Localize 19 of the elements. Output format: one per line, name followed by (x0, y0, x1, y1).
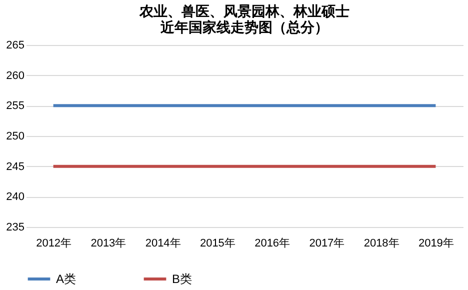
y-tick-label: 245 (6, 160, 24, 173)
y-tick-label: 250 (6, 130, 24, 142)
y-tick-label: 235 (6, 222, 24, 234)
legend-label: B类 (172, 272, 192, 286)
x-tick-label: 2012年 (36, 238, 72, 250)
y-tick-label: 260 (6, 70, 24, 82)
y-tick-label: 240 (6, 191, 24, 204)
x-tick-label: 2018年 (364, 238, 400, 250)
text: 近年国家线走势图（总分） (160, 19, 328, 35)
x-tick-label: 2016年 (254, 238, 290, 250)
text: 农业、兽医、风景园林、林业硕士 (140, 3, 350, 19)
y-tick-label: 255 (6, 100, 24, 112)
x-tick-label: 2014年 (145, 238, 181, 250)
x-tick-label: 2015年 (200, 238, 236, 250)
y-tick-label: 265 (6, 40, 24, 52)
x-tick-label: 2013年 (90, 238, 126, 250)
legend-label: A类 (56, 272, 76, 286)
x-tick-label: 2019年 (418, 238, 454, 250)
x-tick-label: 2017年 (309, 238, 345, 250)
